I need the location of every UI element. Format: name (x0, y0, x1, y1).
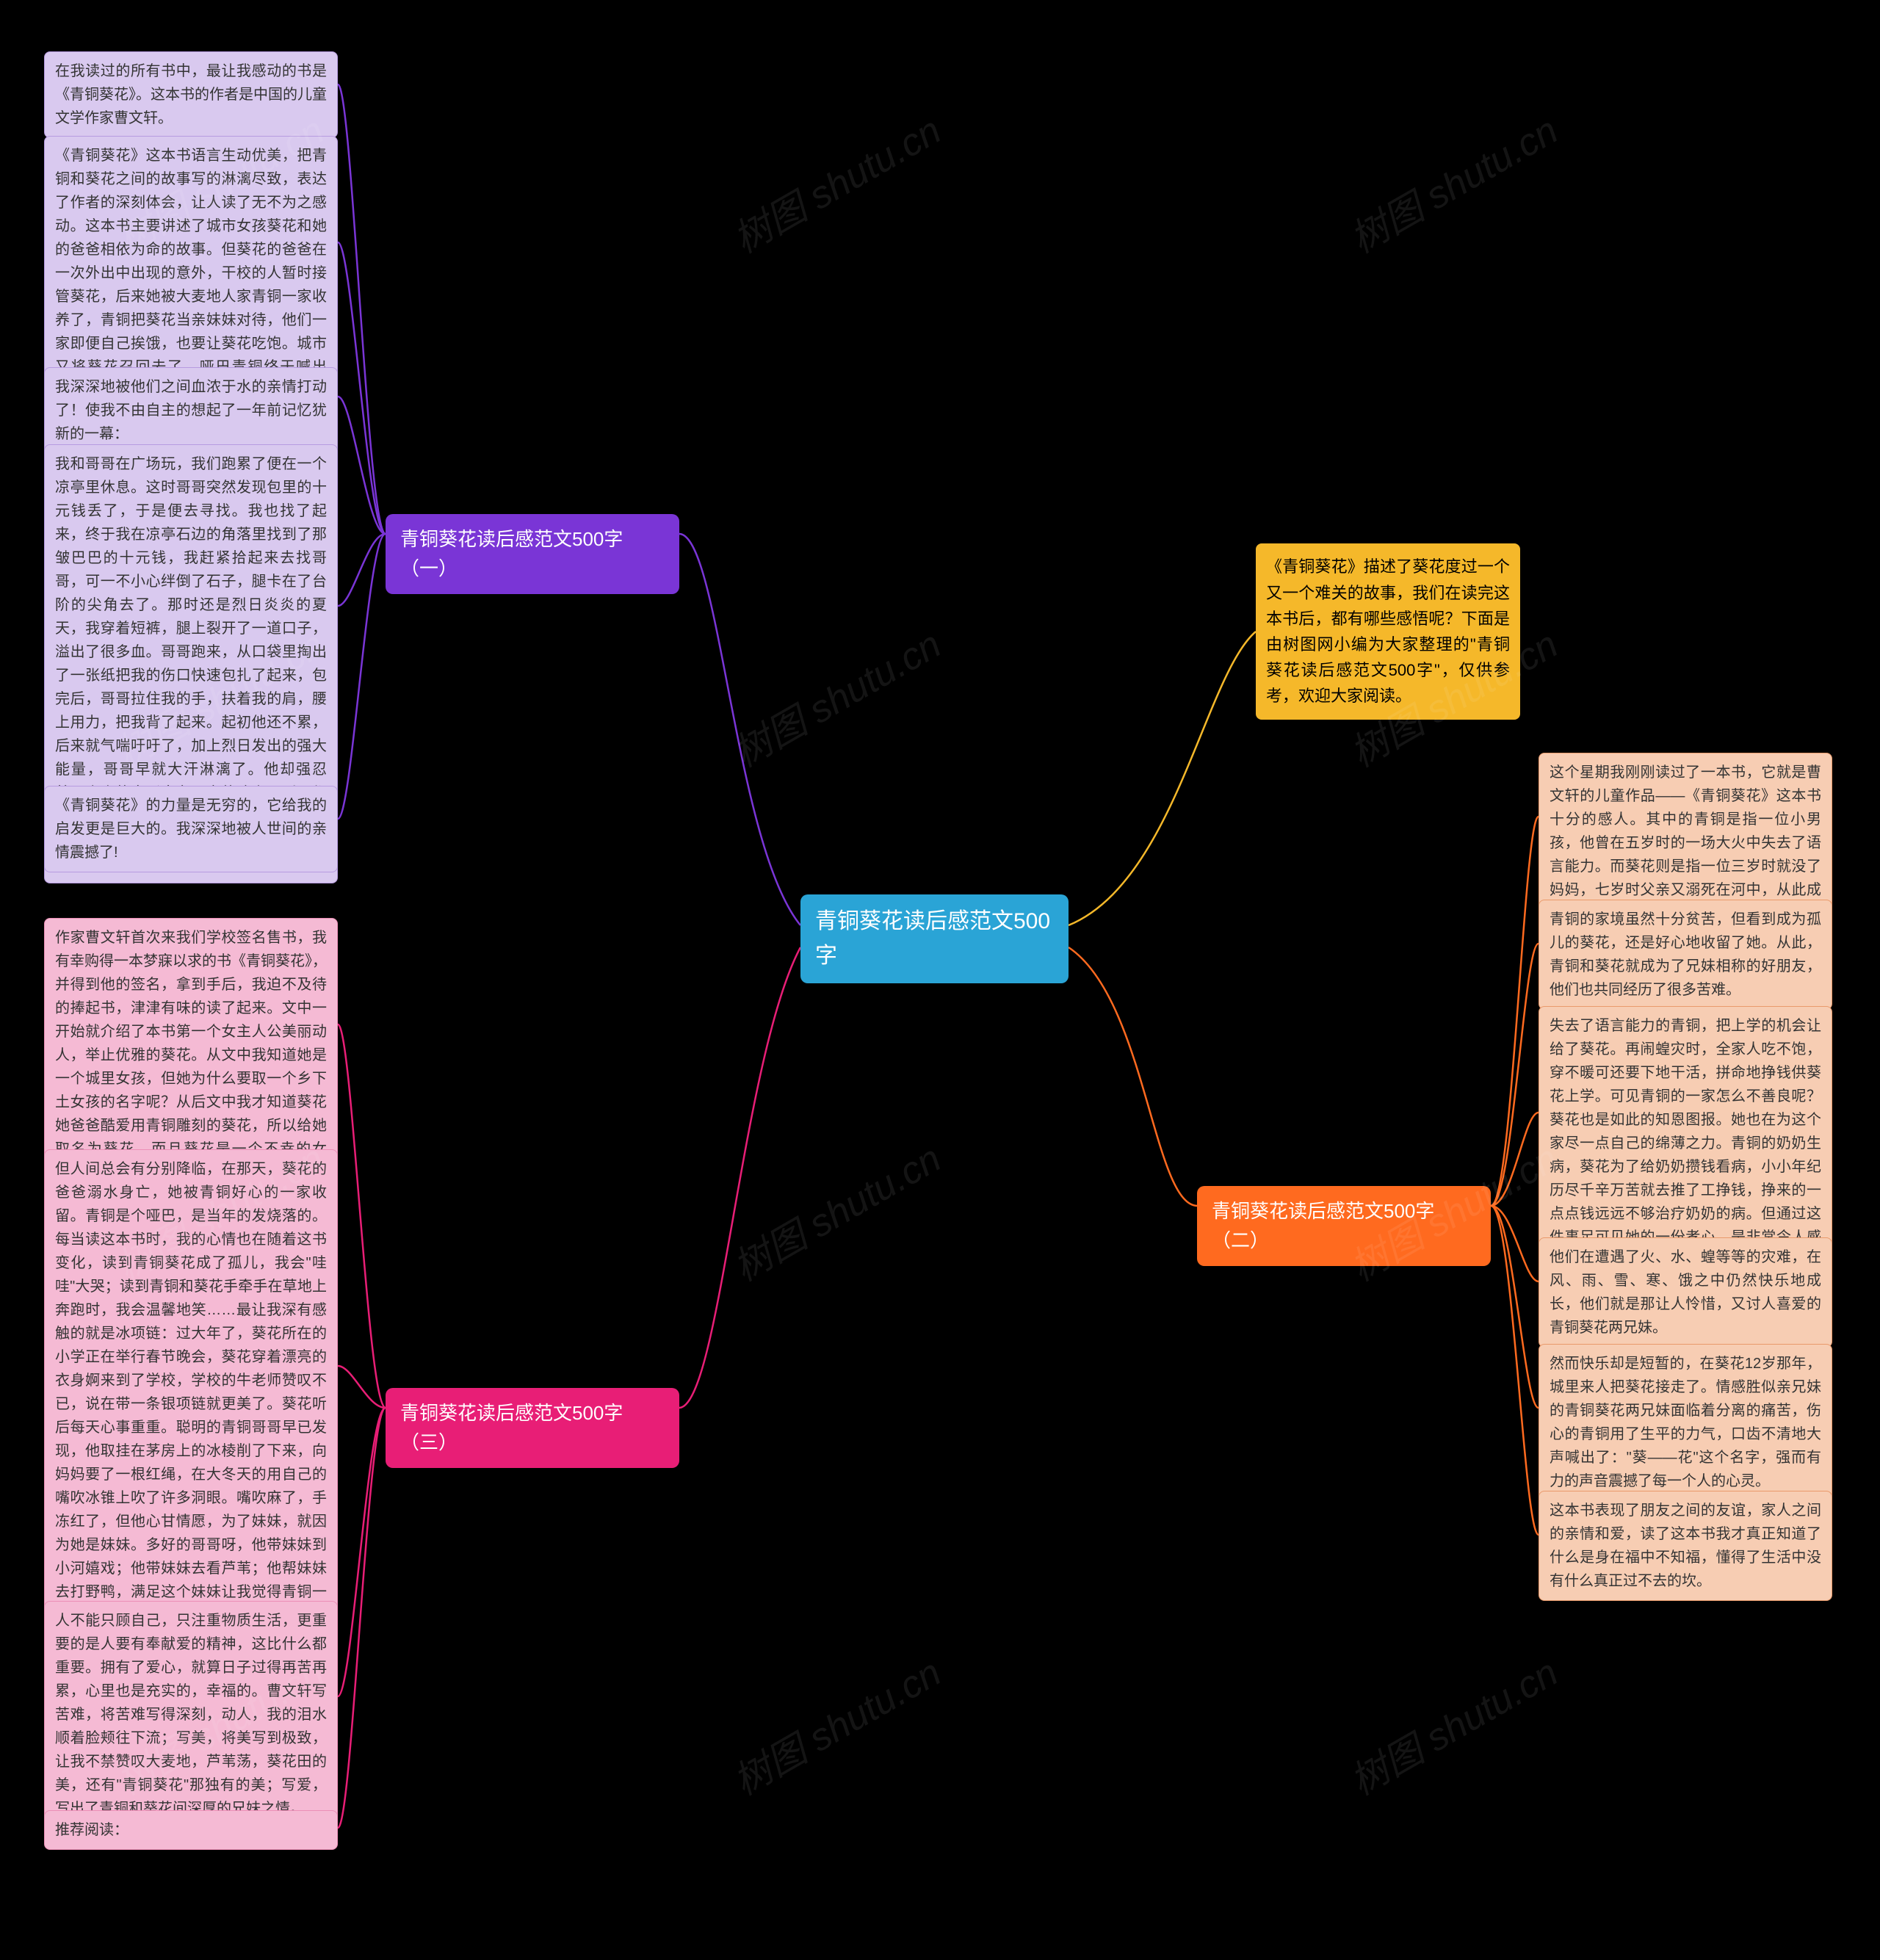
edge (1491, 1206, 1539, 1408)
leaf-essay2-1[interactable]: 青铜的家境虽然十分贫苦，但看到成为孤儿的葵花，还是好心地收留了她。从此，青铜和葵… (1539, 900, 1832, 1010)
watermark: 树图 shutu.cn (1338, 100, 1566, 263)
edge (1069, 947, 1197, 1206)
leaf-essay2-2-label: 失去了语言能力的青铜，把上学的机会让给了葵花。再闹蝗灾时，全家人吃不饱，穿不暖可… (1550, 1014, 1821, 1273)
edge (1491, 1206, 1539, 1535)
leaf-essay1-0[interactable]: 在我读过的所有书中，最让我感动的书是《青铜葵花》。这本书的作者是中国的儿童文学作… (44, 51, 338, 138)
edge (338, 84, 386, 534)
edge (338, 1366, 386, 1408)
branch-intro-label: 《青铜葵花》描述了葵花度过一个又一个难关的故事，我们在读完这本书后，都有哪些感悟… (1266, 554, 1510, 709)
edge (1069, 632, 1256, 925)
edge (679, 947, 800, 1408)
edge (679, 534, 800, 925)
edge (338, 1024, 386, 1408)
watermark: 树图 shutu.cn (721, 100, 949, 263)
leaf-essay3-2[interactable]: 人不能只顾自己，只注重物质生活，更重要的是人要有奉献爱的精神，这比什么都重要。拥… (44, 1601, 338, 1829)
edge (338, 397, 386, 534)
edge (1491, 817, 1539, 1206)
center-node[interactable]: 青铜葵花读后感范文500字 (800, 894, 1069, 983)
leaf-essay1-0-label: 在我读过的所有书中，最让我感动的书是《青铜葵花》。这本书的作者是中国的儿童文学作… (55, 59, 327, 130)
edge (338, 1408, 386, 1696)
branch-essay2[interactable]: 青铜葵花读后感范文500字（二） (1197, 1186, 1491, 1266)
leaf-essay3-1-label: 但人间总会有分别降临，在那天，葵花的爸爸溺水身亡，她被青铜好心的一家收留。青铜是… (55, 1157, 327, 1674)
leaf-essay3-3-label: 推荐阅读： (55, 1818, 129, 1842)
leaf-essay1-2-label: 我深深地被他们之间血浓于水的亲情打动了！使我不由自主的想起了一年前记忆犹新的一幕… (55, 375, 327, 446)
leaf-essay2-4-label: 然而快乐却是短暂的，在葵花12岁那年，城里来人把葵花接走了。情感胜似亲兄妹的青铜… (1550, 1352, 1821, 1493)
leaf-essay2-5[interactable]: 这本书表现了朋友之间的友谊，家人之间的亲情和爱，读了这本书我才真正知道了什么是身… (1539, 1491, 1832, 1601)
branch-essay1[interactable]: 青铜葵花读后感范文500字（一） (386, 514, 679, 594)
watermark: 树图 shutu.cn (1338, 1642, 1566, 1805)
branch-essay3-label: 青铜葵花读后感范文500字（三） (400, 1398, 665, 1458)
watermark: 树图 shutu.cn (721, 1642, 949, 1805)
edge (338, 1408, 386, 1828)
edge (1491, 1113, 1539, 1206)
leaf-essay2-1-label: 青铜的家境虽然十分贫苦，但看到成为孤儿的葵花，还是好心地收留了她。从此，青铜和葵… (1550, 908, 1821, 1002)
edge (338, 242, 386, 534)
leaf-essay1-2[interactable]: 我深深地被他们之间血浓于水的亲情打动了！使我不由自主的想起了一年前记忆犹新的一幕… (44, 367, 338, 454)
edge (1491, 1206, 1539, 1281)
branch-essay3[interactable]: 青铜葵花读后感范文500字（三） (386, 1388, 679, 1468)
branch-intro[interactable]: 《青铜葵花》描述了葵花度过一个又一个难关的故事，我们在读完这本书后，都有哪些感悟… (1256, 543, 1520, 720)
edge (1491, 944, 1539, 1206)
leaf-essay2-4[interactable]: 然而快乐却是短暂的，在葵花12岁那年，城里来人把葵花接走了。情感胜似亲兄妹的青铜… (1539, 1344, 1832, 1501)
edge (338, 534, 386, 606)
branch-essay2-label: 青铜葵花读后感范文500字（二） (1212, 1196, 1476, 1256)
leaf-essay2-3[interactable]: 他们在遭遇了火、水、蝗等等的灾难，在风、雨、雪、寒、饿之中仍然快乐地成长，他们就… (1539, 1237, 1832, 1348)
center-node-label: 青铜葵花读后感范文500字 (815, 905, 1054, 973)
leaf-essay2-5-label: 这本书表现了朋友之间的友谊，家人之间的亲情和爱，读了这本书我才真正知道了什么是身… (1550, 1499, 1821, 1593)
leaf-essay3-3[interactable]: 推荐阅读： (44, 1810, 338, 1850)
leaf-essay1-4[interactable]: 《青铜葵花》的力量是无穷的，它给我的启发更是巨大的。我深深地被人世间的亲情震撼了… (44, 786, 338, 872)
branch-essay1-label: 青铜葵花读后感范文500字（一） (400, 524, 665, 584)
watermark: 树图 shutu.cn (721, 1128, 949, 1291)
watermark: 树图 shutu.cn (721, 614, 949, 777)
leaf-essay1-4-label: 《青铜葵花》的力量是无穷的，它给我的启发更是巨大的。我深深地被人世间的亲情震撼了… (55, 794, 327, 864)
leaf-essay2-3-label: 他们在遭遇了火、水、蝗等等的灾难，在风、雨、雪、寒、饿之中仍然快乐地成长，他们就… (1550, 1245, 1821, 1339)
leaf-essay3-2-label: 人不能只顾自己，只注重物质生活，更重要的是人要有奉献爱的精神，这比什么都重要。拥… (55, 1609, 327, 1820)
edge (338, 534, 386, 819)
